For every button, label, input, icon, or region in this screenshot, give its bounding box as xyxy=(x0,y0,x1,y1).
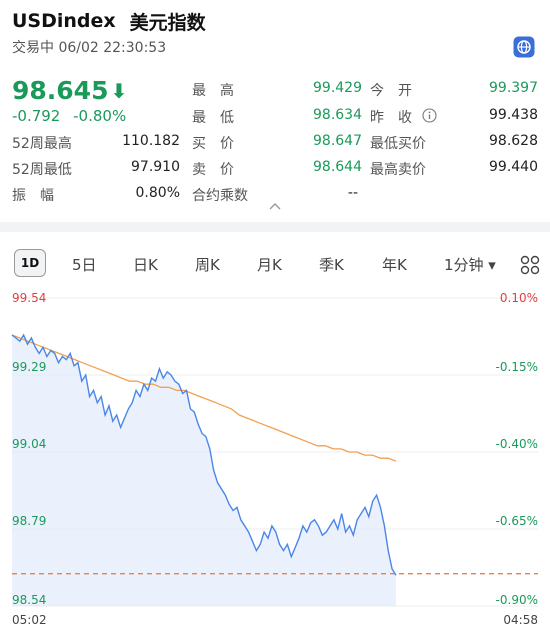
y-axis-labels: 99.54 0.10% 99.29 -0.15% 99.04 -0.40% 98.79 -0.… xyxy=(12,291,538,607)
globe-icon[interactable] xyxy=(513,36,535,58)
max-ask-label: 最高卖价 xyxy=(370,162,426,178)
price-area xyxy=(12,335,396,606)
section-divider xyxy=(0,222,550,232)
high-value: 99.429 xyxy=(313,80,362,96)
trading-status: 交易中 06/02 22:30:53 xyxy=(12,40,167,56)
high-label: 最 高 xyxy=(192,83,234,99)
header: USDindex 美元指数 xyxy=(12,8,206,34)
min-bid-value: 98.628 xyxy=(489,133,538,149)
w52-low-value: 97.910 xyxy=(131,159,180,175)
y-tick-right: 0.10% xyxy=(500,291,538,305)
bid-value: 98.647 xyxy=(313,133,362,149)
amplitude-label: 振 幅 xyxy=(12,188,54,204)
symbol-title: USDindex xyxy=(12,10,116,32)
average-line xyxy=(11,334,397,462)
tab-5d[interactable]: 5日 xyxy=(72,256,97,274)
ask-label: 卖 价 xyxy=(192,162,234,178)
amplitude-value: 0.80% xyxy=(135,185,180,201)
y-tick-left: 98.54 xyxy=(12,593,46,607)
prev-close-label: 昨 收 xyxy=(370,110,412,126)
prev-close-value: 99.438 xyxy=(489,107,538,123)
y-tick-left: 99.04 xyxy=(12,437,46,451)
w52-high-label: 52周最高 xyxy=(12,136,72,152)
tab-day-k[interactable]: 日K xyxy=(133,256,158,274)
tab-quarter-k[interactable]: 季K xyxy=(319,256,344,274)
tab-1min[interactable]: 1分钟 ▾ xyxy=(444,256,496,274)
tab-week-k[interactable]: 周K xyxy=(195,256,220,274)
bid-label: 买 价 xyxy=(192,136,234,152)
multiplier-value: -- xyxy=(347,185,358,201)
intraday-chart[interactable]: 99.54 0.10% 99.29 -0.15% 99.04 -0.40% 98.79 -0.… xyxy=(0,288,550,632)
y-tick-right: -0.15% xyxy=(496,360,538,374)
y-tick-left: 99.54 xyxy=(12,291,46,305)
price-value: 98.645 xyxy=(12,76,109,105)
ask-value: 98.644 xyxy=(313,159,362,175)
multiplier-label: 合约乘数 xyxy=(192,188,248,204)
w52-high-value: 110.182 xyxy=(122,133,180,149)
w52-low-label: 52周最低 xyxy=(12,162,72,178)
max-ask-value: 99.440 xyxy=(489,159,538,175)
instrument-name: 美元指数 xyxy=(129,11,206,34)
tab-month-k[interactable]: 月K xyxy=(257,256,282,274)
y-tick-left: 98.79 xyxy=(12,514,46,528)
change-value: -0.792 xyxy=(12,107,61,125)
low-label: 最 低 xyxy=(192,110,234,126)
y-tick-right: -0.90% xyxy=(496,593,538,607)
x-axis-labels: 05:02 04:58 xyxy=(12,613,538,627)
tab-1d[interactable]: 1D xyxy=(14,249,46,277)
y-tick-right: -0.65% xyxy=(496,514,538,528)
x-tick-start: 05:02 xyxy=(12,613,47,627)
low-value: 98.634 xyxy=(313,107,362,123)
grid-icon[interactable] xyxy=(520,255,540,275)
open-label: 今 开 xyxy=(370,83,412,99)
min-bid-label: 最低买价 xyxy=(370,136,426,152)
open-value: 99.397 xyxy=(489,80,538,96)
chevron-up-icon[interactable] xyxy=(268,201,282,211)
info-icon[interactable] xyxy=(422,108,437,123)
last-price: 98.645 ⬇ xyxy=(12,76,127,105)
price-line xyxy=(11,333,397,576)
period-tabs: 1D 5日 日K 周K 月K 季K 年K 1分钟 ▾ xyxy=(0,246,550,282)
x-tick-end: 04:58 xyxy=(503,613,538,627)
tab-year-k[interactable]: 年K xyxy=(382,256,407,274)
price-change: -0.792 -0.80% xyxy=(12,107,126,125)
y-tick-right: -0.40% xyxy=(496,437,538,451)
change-percent: -0.80% xyxy=(73,107,127,125)
down-arrow-icon: ⬇ xyxy=(110,78,128,103)
y-tick-left: 99.29 xyxy=(12,360,46,374)
